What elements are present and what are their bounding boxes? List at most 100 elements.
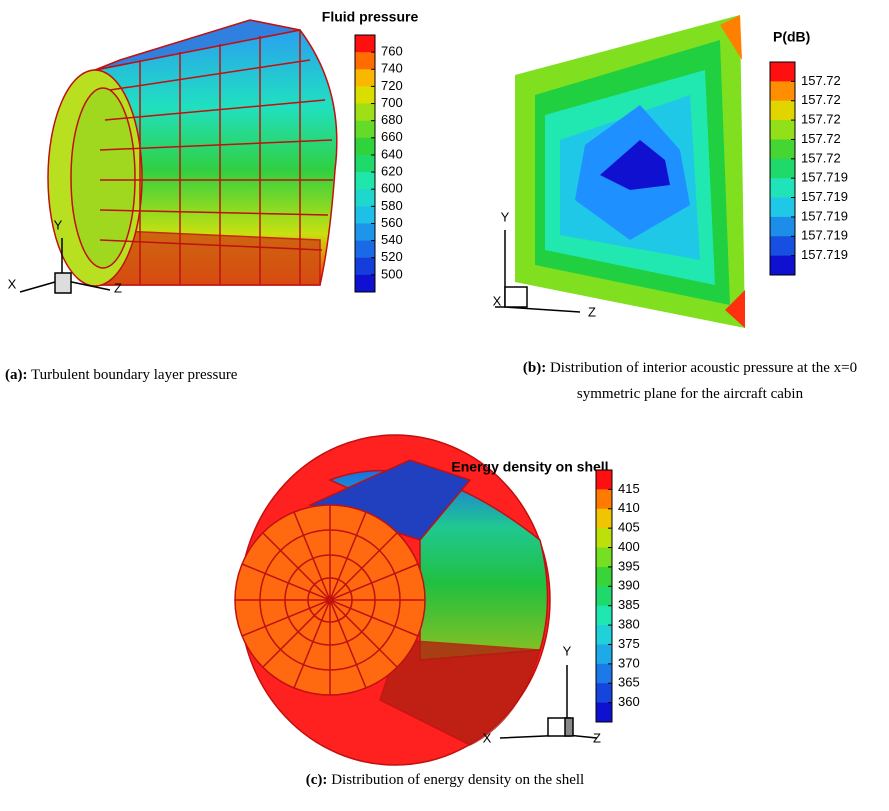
colorbar-label: 410	[618, 500, 640, 515]
colorbar-segment	[355, 258, 375, 276]
colorbar-label: 157.719	[801, 170, 848, 185]
colorbar-label: 600	[381, 181, 403, 196]
colorbar-label: 405	[618, 520, 640, 535]
axis-label: X	[483, 730, 492, 745]
colorbar-label: 620	[381, 164, 403, 179]
colorbar-segment	[355, 104, 375, 122]
colorbar-label: 157.72	[801, 112, 841, 127]
colorbar-segment	[770, 217, 795, 237]
colorbar-label: 157.72	[801, 150, 841, 165]
colorbar-segment	[596, 470, 612, 490]
colorbar-label: 660	[381, 129, 403, 144]
colorbar-segment	[596, 509, 612, 529]
colorbar-label: 157.72	[801, 73, 841, 88]
colorbar-segment	[596, 625, 612, 645]
colorbar-label: 157.719	[801, 228, 848, 243]
colorbar-label: 375	[618, 636, 640, 651]
colorbar-label: 157.719	[801, 189, 848, 204]
colorbar-segment	[770, 120, 795, 140]
colorbar-segment	[770, 198, 795, 218]
cylinder-render	[48, 20, 337, 286]
colorbar-label: 580	[381, 198, 403, 213]
caption-label: (b):	[523, 360, 546, 376]
colorbar-segment	[770, 256, 795, 276]
colorbar-segment	[596, 644, 612, 664]
colorbar-label: 157.72	[801, 131, 841, 146]
colorbar-label: 560	[381, 215, 403, 230]
colorbar-segment	[596, 586, 612, 606]
colorbar-segment	[596, 664, 612, 684]
colorbar-label: 390	[618, 578, 640, 593]
colorbar-segment	[355, 223, 375, 241]
axis-label: Y	[54, 217, 63, 232]
figure: Fluid pressure Y X Z P(dB) Y X Z Energy …	[0, 0, 889, 811]
colorbar-label: 520	[381, 249, 403, 264]
caption-text: Turbulent boundary layer pressure	[31, 367, 237, 383]
colorbar-segment	[355, 206, 375, 224]
colorbar-label: 540	[381, 232, 403, 247]
colorbar-label: 157.719	[801, 247, 848, 262]
caption-label: (a):	[5, 367, 28, 383]
colorbar-label: 157.72	[801, 92, 841, 107]
colorbar-label: 760	[381, 44, 403, 59]
colorbar-segment	[770, 236, 795, 256]
axis-label: Y	[501, 209, 510, 224]
axis-label: X	[493, 293, 502, 308]
colorbar-label: 700	[381, 95, 403, 110]
colorbar-segment	[596, 489, 612, 509]
colorbar-segment	[770, 62, 795, 82]
colorbar-segment	[596, 703, 612, 723]
colorbar-label: 720	[381, 78, 403, 93]
colorbar-segment	[596, 567, 612, 587]
caption: (a): Turbulent boundary layer pressure	[5, 362, 405, 388]
shell-render	[235, 435, 550, 765]
caption: (c): Distribution of energy density on t…	[200, 767, 690, 793]
axis-label: X	[8, 276, 17, 291]
colorbar-segment	[355, 35, 375, 53]
colorbar-label: 500	[381, 266, 403, 281]
colorbar-segment	[770, 178, 795, 198]
contour-render	[515, 15, 745, 328]
colorbar-segment	[355, 172, 375, 190]
caption-text: Distribution of interior acoustic pressu…	[550, 360, 857, 402]
caption-label: (c):	[306, 772, 328, 788]
colorbar-segment	[355, 52, 375, 70]
colorbar-segment	[355, 189, 375, 207]
colorbar-label: 157.719	[801, 208, 848, 223]
axis-label: Y	[563, 643, 572, 658]
colorbar-segment	[355, 86, 375, 104]
colorbar-label: 385	[618, 597, 640, 612]
colorbar-segment	[770, 101, 795, 121]
caption-text: Distribution of energy density on the sh…	[331, 772, 584, 788]
colorbar-label: 400	[618, 539, 640, 554]
caption: (b): Distribution of interior acoustic p…	[500, 355, 880, 407]
colorbar-segment	[355, 69, 375, 87]
colorbar-segment	[355, 275, 375, 293]
colorbar-segment	[596, 528, 612, 548]
colorbar-label: 360	[618, 694, 640, 709]
colorbar-segment	[355, 138, 375, 156]
colorbar-label: 370	[618, 655, 640, 670]
legend-title: Fluid pressure	[322, 9, 419, 25]
colorbar-label: 380	[618, 617, 640, 632]
colorbar-label: 365	[618, 675, 640, 690]
legend-title: Energy density on shell	[451, 459, 608, 475]
axis-label: Z	[588, 304, 596, 319]
colorbar-label: 395	[618, 558, 640, 573]
colorbar-segment	[355, 155, 375, 173]
colorbar-segment	[355, 121, 375, 139]
colorbar-label: 680	[381, 112, 403, 127]
colorbar-segment	[596, 548, 612, 568]
axis-label: Z	[593, 730, 601, 745]
axis-label: Z	[114, 280, 122, 295]
legend-title: P(dB)	[773, 29, 810, 45]
colorbar-label: 415	[618, 481, 640, 496]
colorbar-segment	[770, 159, 795, 179]
colorbar-segment	[770, 81, 795, 101]
colorbar-label: 640	[381, 146, 403, 161]
colorbar-segment	[770, 139, 795, 159]
colorbar-segment	[596, 683, 612, 703]
colorbar-segment	[355, 241, 375, 259]
colorbar-segment	[596, 606, 612, 626]
colorbar-label: 740	[381, 61, 403, 76]
